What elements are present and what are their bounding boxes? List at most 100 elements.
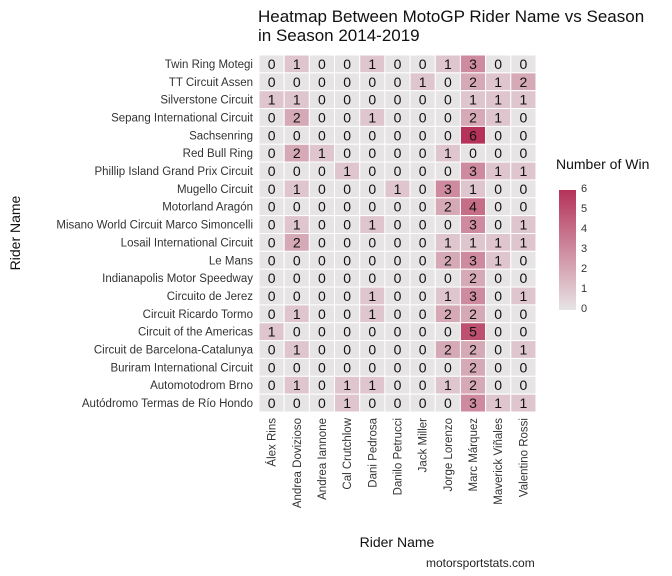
cell-value-label: 1 xyxy=(293,342,301,358)
cell-value-label: 0 xyxy=(343,109,351,125)
cell-value-label: 0 xyxy=(318,181,326,197)
cell-value-label: 1 xyxy=(343,395,351,411)
cell-value-label: 0 xyxy=(268,306,276,322)
cell-value-label: 0 xyxy=(394,342,402,358)
cell-value-label: 0 xyxy=(343,92,351,108)
legend: Number of Win 0 1 2 3 4 5 6 xyxy=(556,156,668,315)
x-tick-label: Andrea Dovizioso xyxy=(292,418,304,508)
cell-value-label: 0 xyxy=(268,127,276,143)
cell-value-label: 1 xyxy=(494,92,502,108)
cell-value-label: 0 xyxy=(318,127,326,143)
cell-value-label: 0 xyxy=(394,199,402,215)
cell-value-label: 2 xyxy=(293,234,301,250)
cell-value-label: 1 xyxy=(268,92,276,108)
cell-value-label: 0 xyxy=(419,217,427,233)
cell-value-label: 0 xyxy=(419,324,427,340)
cell-value-label: 1 xyxy=(494,109,502,125)
legend-tick-label: 4 xyxy=(581,223,588,235)
cell-value-label: 0 xyxy=(343,288,351,304)
x-tick-label: Dani Pedrosa xyxy=(367,417,379,487)
cell-value-label: 0 xyxy=(318,288,326,304)
cell-value-label: 0 xyxy=(444,74,452,90)
cell-value-label: 0 xyxy=(419,199,427,215)
y-tick-label: Buriram International Circuit xyxy=(110,362,253,374)
cell-value-label: 0 xyxy=(268,342,276,358)
cell-value-label: 0 xyxy=(494,359,502,375)
cell-value-label: 3 xyxy=(469,252,477,268)
y-tick-label: Autódromo Termas de Río Hondo xyxy=(82,398,253,410)
cell-value-label: 2 xyxy=(293,109,301,125)
cell-value-label: 3 xyxy=(469,56,477,72)
cell-value-label: 5 xyxy=(469,324,477,340)
y-tick-label: Losail International Circuit xyxy=(121,237,254,249)
cell-value-label: 0 xyxy=(419,288,427,304)
cell-value-label: 0 xyxy=(318,199,326,215)
cell-value-label: 4 xyxy=(469,199,477,215)
cell-value-label: 0 xyxy=(343,199,351,215)
cell-value-label: 0 xyxy=(343,181,351,197)
cell-value-label: 1 xyxy=(519,395,527,411)
cell-value-label: 0 xyxy=(318,395,326,411)
cell-value-label: 0 xyxy=(394,234,402,250)
cell-value-label: 0 xyxy=(519,359,527,375)
cell-value-label: 1 xyxy=(343,377,351,393)
cell-value-label: 0 xyxy=(444,395,452,411)
cell-value-label: 0 xyxy=(519,377,527,393)
cell-value-label: 3 xyxy=(469,288,477,304)
cell-value-label: 0 xyxy=(318,252,326,268)
cell-value-label: 0 xyxy=(444,92,452,108)
legend-color-bar xyxy=(559,190,576,310)
y-tick-label: Mugello Circuit xyxy=(177,184,254,196)
cell-value-label: 2 xyxy=(444,199,452,215)
cell-value-label: 0 xyxy=(343,217,351,233)
cell-value-label: 0 xyxy=(519,199,527,215)
cell-value-label: 2 xyxy=(469,109,477,125)
cell-value-label: 0 xyxy=(343,359,351,375)
cell-value-label: 1 xyxy=(368,109,376,125)
cell-value-label: 0 xyxy=(343,234,351,250)
legend-title: Number of Win xyxy=(556,156,650,172)
cell-value-label: 3 xyxy=(469,163,477,179)
cell-value-label: 0 xyxy=(268,199,276,215)
cell-value-label: 0 xyxy=(293,163,301,179)
cell-value-label: 0 xyxy=(494,145,502,161)
cell-value-label: 1 xyxy=(368,56,376,72)
cell-value-label: 0 xyxy=(293,288,301,304)
cell-value-label: 0 xyxy=(394,145,402,161)
cell-value-label: 2 xyxy=(469,74,477,90)
x-tick-label: Álex Rins xyxy=(266,418,279,467)
cell-value-label: 2 xyxy=(444,342,452,358)
chart-title-line-2: in Season 2014-2019 xyxy=(258,26,420,45)
cell-value-label: 0 xyxy=(368,359,376,375)
cell-value-label: 2 xyxy=(519,74,527,90)
y-axis-title: Rider Name xyxy=(7,195,23,270)
cell-value-label: 0 xyxy=(343,324,351,340)
cell-value-label: 2 xyxy=(469,306,477,322)
x-tick-label: Jack Miller xyxy=(418,418,430,472)
cell-value-label: 0 xyxy=(419,92,427,108)
y-tick-label: Motorland Aragón xyxy=(162,202,253,214)
cell-value-label: 0 xyxy=(268,252,276,268)
cell-value-label: 0 xyxy=(494,127,502,143)
y-tick-label: Circuit of the Americas xyxy=(138,327,253,339)
cell-value-label: 0 xyxy=(519,252,527,268)
x-axis-tick-labels: Álex Rins Andrea Dovizioso Andrea Iannone C… xyxy=(266,417,531,508)
cell-value-label: 2 xyxy=(469,342,477,358)
cell-value-label: 1 xyxy=(368,377,376,393)
cell-value-label: 0 xyxy=(318,306,326,322)
cell-value-label: 0 xyxy=(368,234,376,250)
cell-value-label: 0 xyxy=(318,324,326,340)
cell-value-label: 0 xyxy=(494,324,502,340)
cell-value-label: 0 xyxy=(444,109,452,125)
cell-value-label: 0 xyxy=(293,127,301,143)
cell-value-label: 1 xyxy=(368,306,376,322)
cell-value-label: 0 xyxy=(318,342,326,358)
cell-value-label: 1 xyxy=(519,163,527,179)
legend-tick-label: 0 xyxy=(581,303,588,315)
cell-value-label: 0 xyxy=(394,306,402,322)
cell-value-label: 0 xyxy=(494,270,502,286)
cell-value-label: 0 xyxy=(519,306,527,322)
cell-value-label: 1 xyxy=(444,145,452,161)
cell-value-label: 0 xyxy=(519,324,527,340)
cell-value-label: 0 xyxy=(268,217,276,233)
